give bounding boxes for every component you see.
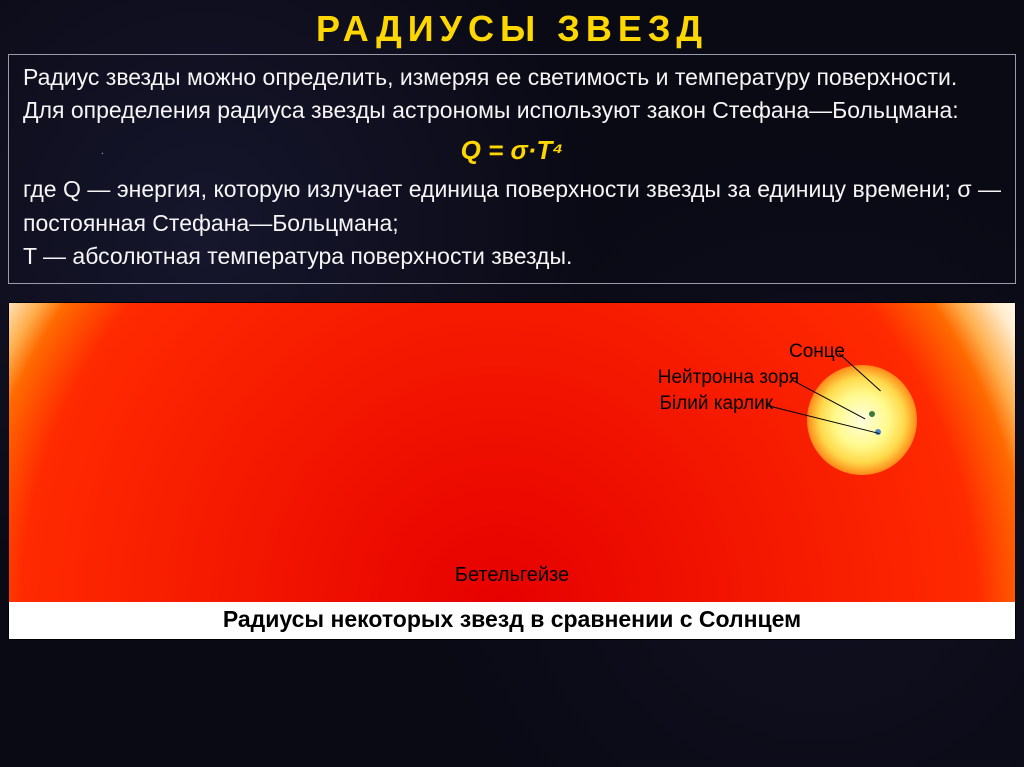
figure-caption: Радиусы некоторых звезд в сравнении с Со…: [9, 602, 1015, 639]
theory-textbox: Радиус звезды можно определить, измеряя …: [8, 54, 1016, 284]
paragraph-1: Радиус звезды можно определить, измеряя …: [23, 61, 1001, 94]
paragraph-2: Для определения радиуса звезды астрономы…: [23, 94, 1001, 127]
paragraph-3: где Q — энергия, которую излучает единиц…: [23, 173, 1001, 240]
paragraph-4: T — абсолютная температура поверхности з…: [23, 240, 1001, 273]
betelgeuse-label: Бетельгейзе: [455, 564, 569, 587]
page-title: РАДИУСЫ ЗВЕЗД: [0, 0, 1024, 54]
white-dwarf-label: Білий карлик: [659, 393, 773, 415]
sun-label: Сонце: [789, 341, 845, 363]
stefan-boltzmann-formula: Q = σ·T⁴: [23, 132, 1001, 170]
title-text: РАДИУСЫ ЗВЕЗД: [316, 8, 708, 49]
sun-disc: [807, 365, 917, 475]
neutron-star-label: Нейтронна зоря: [658, 367, 799, 389]
star-radii-figure: Бетельгейзе Сонце Нейтронна зоря Білий к…: [8, 302, 1016, 640]
